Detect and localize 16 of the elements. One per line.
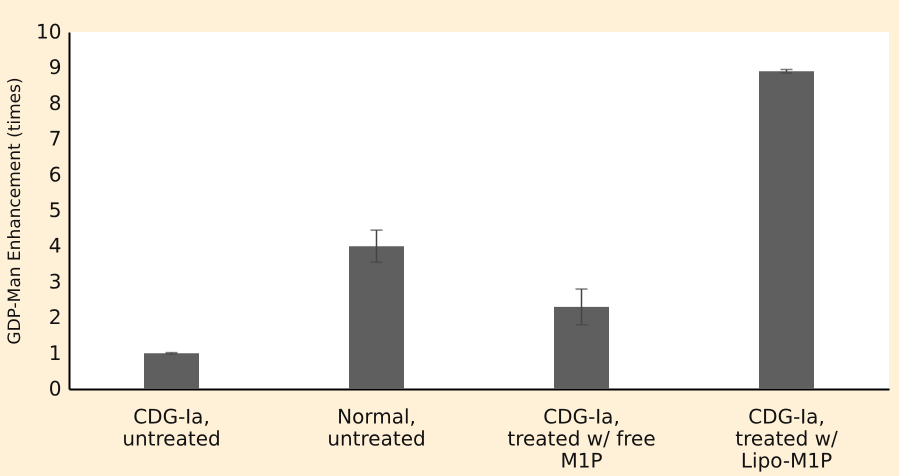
y-tick-label: 8: [48, 90, 62, 115]
y-tick-label: 2: [48, 305, 62, 330]
x-tick-label: CDG-Ia, treated w/ free M1P: [507, 404, 656, 472]
y-tick-label: 9: [48, 55, 62, 80]
y-tick-label: 1: [48, 340, 62, 365]
y-tick-label: 10: [36, 20, 62, 44]
y-tick-label: 4: [48, 234, 62, 258]
x-tick-label: CDG-Ia, untreated: [122, 404, 221, 450]
y-axis-title: GDP-Man Enhancement (times): [5, 77, 26, 345]
x-tick-label: CDG-Ia, treated w/ Lipo-M1P: [735, 404, 838, 472]
x-tick-label: Normal, untreated: [327, 404, 426, 450]
y-tick-label: 5: [48, 198, 62, 222]
y-tick-label: 0: [48, 376, 62, 400]
y-tick-label: 6: [48, 162, 62, 186]
y-tick-label: 7: [48, 126, 62, 151]
y-tick-label: 3: [48, 269, 62, 294]
